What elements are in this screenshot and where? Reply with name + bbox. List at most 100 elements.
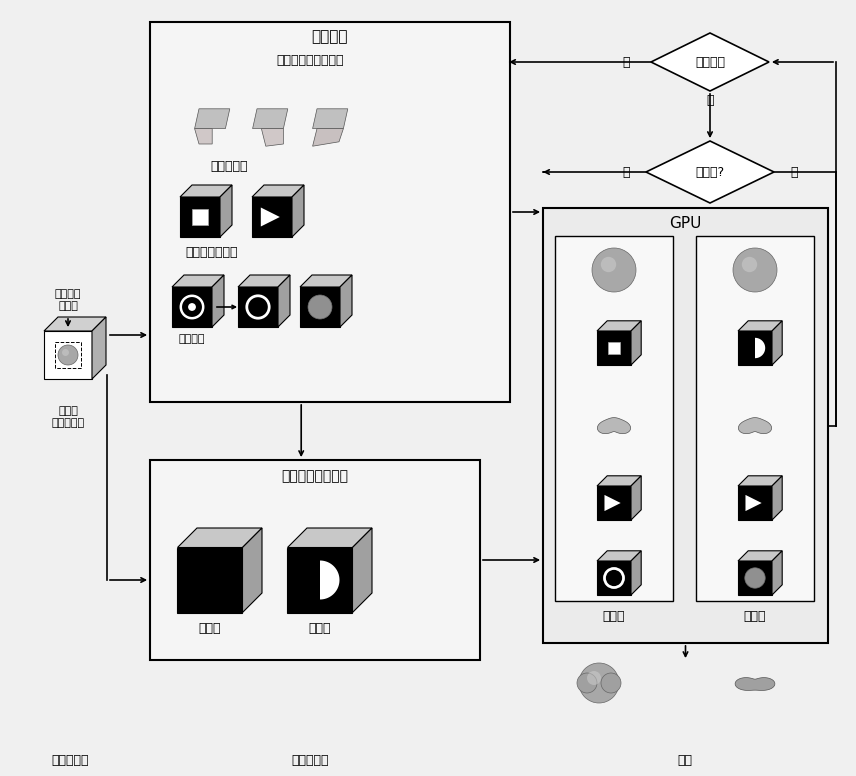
Polygon shape — [631, 476, 641, 520]
Polygon shape — [320, 560, 340, 600]
Polygon shape — [253, 109, 288, 129]
Text: 体数据操作: 体数据操作 — [291, 753, 329, 767]
Text: 用户界面: 用户界面 — [312, 29, 348, 44]
Polygon shape — [738, 320, 782, 331]
Polygon shape — [772, 476, 782, 520]
Text: 第一步: 第一步 — [199, 622, 221, 635]
Polygon shape — [172, 287, 212, 327]
Polygon shape — [646, 141, 774, 203]
Text: 绘制: 绘制 — [677, 753, 693, 767]
Bar — [543, 208, 828, 643]
Text: 特征场创建: 特征场创建 — [210, 161, 247, 174]
Circle shape — [58, 345, 78, 365]
Polygon shape — [631, 320, 641, 365]
Polygon shape — [300, 275, 352, 287]
Polygon shape — [177, 548, 242, 612]
Circle shape — [601, 673, 621, 693]
Circle shape — [587, 671, 601, 685]
Polygon shape — [651, 33, 769, 91]
Circle shape — [579, 663, 619, 703]
Polygon shape — [604, 495, 621, 511]
Polygon shape — [312, 109, 348, 129]
Polygon shape — [242, 528, 262, 612]
Polygon shape — [44, 317, 106, 331]
Polygon shape — [194, 109, 229, 129]
Polygon shape — [738, 476, 782, 486]
Polygon shape — [738, 331, 772, 365]
Polygon shape — [292, 185, 304, 237]
Polygon shape — [288, 548, 353, 612]
Polygon shape — [340, 275, 352, 327]
Bar — [150, 22, 510, 402]
Circle shape — [592, 248, 636, 292]
Polygon shape — [597, 320, 641, 331]
Bar — [696, 236, 814, 601]
Text: 否: 否 — [706, 93, 714, 106]
Polygon shape — [180, 185, 232, 197]
Polygon shape — [220, 185, 232, 237]
Polygon shape — [180, 197, 220, 237]
Bar — [555, 236, 673, 601]
Polygon shape — [194, 129, 212, 144]
Text: 特征体数据创建: 特征体数据创建 — [185, 245, 237, 258]
Text: 逆速度位移场重建: 逆速度位移场重建 — [282, 469, 348, 483]
Polygon shape — [597, 476, 641, 486]
Text: 否: 否 — [790, 165, 798, 178]
Polygon shape — [739, 417, 771, 434]
Polygon shape — [212, 275, 224, 327]
Text: 调整结果: 调整结果 — [695, 56, 725, 68]
Circle shape — [745, 568, 765, 588]
Text: 初始化场景: 初始化场景 — [51, 753, 89, 767]
Circle shape — [742, 257, 758, 272]
Polygon shape — [597, 561, 631, 595]
Polygon shape — [597, 551, 641, 561]
Polygon shape — [746, 495, 762, 511]
Text: 数据空间: 数据空间 — [55, 289, 81, 299]
Circle shape — [733, 248, 777, 292]
Polygon shape — [278, 275, 290, 327]
Polygon shape — [735, 677, 775, 691]
Polygon shape — [353, 528, 372, 612]
Text: 选择、变换变形模板: 选择、变换变形模板 — [276, 54, 344, 67]
Polygon shape — [597, 486, 631, 520]
Text: 是: 是 — [622, 165, 630, 178]
Polygon shape — [597, 331, 631, 365]
Circle shape — [62, 349, 69, 356]
Polygon shape — [238, 287, 278, 327]
Bar — [608, 341, 621, 355]
Polygon shape — [238, 275, 290, 287]
Circle shape — [188, 303, 196, 311]
Polygon shape — [92, 317, 106, 379]
Text: 原始体: 原始体 — [58, 301, 78, 311]
Text: 第二步: 第二步 — [309, 622, 331, 635]
Polygon shape — [772, 551, 782, 595]
Circle shape — [601, 257, 616, 272]
Polygon shape — [631, 551, 641, 595]
Polygon shape — [738, 561, 772, 595]
Text: 逆速度: 逆速度 — [58, 406, 78, 416]
Polygon shape — [288, 528, 372, 548]
Polygon shape — [312, 129, 343, 146]
Text: 更多步?: 更多步? — [695, 165, 724, 178]
Bar — [193, 210, 208, 224]
Text: 位移场空间: 位移场空间 — [51, 418, 85, 428]
Polygon shape — [261, 207, 280, 227]
Polygon shape — [172, 275, 224, 287]
Polygon shape — [755, 338, 765, 359]
Polygon shape — [300, 287, 340, 327]
Bar — [150, 460, 480, 660]
Polygon shape — [738, 551, 782, 561]
Polygon shape — [597, 417, 631, 434]
Text: GPU: GPU — [669, 217, 702, 231]
Circle shape — [577, 673, 597, 693]
Text: 第二步: 第二步 — [744, 609, 766, 622]
Polygon shape — [252, 185, 304, 197]
Polygon shape — [772, 320, 782, 365]
Polygon shape — [261, 129, 283, 146]
Polygon shape — [738, 486, 772, 520]
Polygon shape — [252, 197, 292, 237]
Circle shape — [308, 295, 332, 319]
Text: 是: 是 — [622, 56, 630, 68]
Text: 第一步: 第一步 — [603, 609, 625, 622]
Polygon shape — [44, 331, 92, 379]
